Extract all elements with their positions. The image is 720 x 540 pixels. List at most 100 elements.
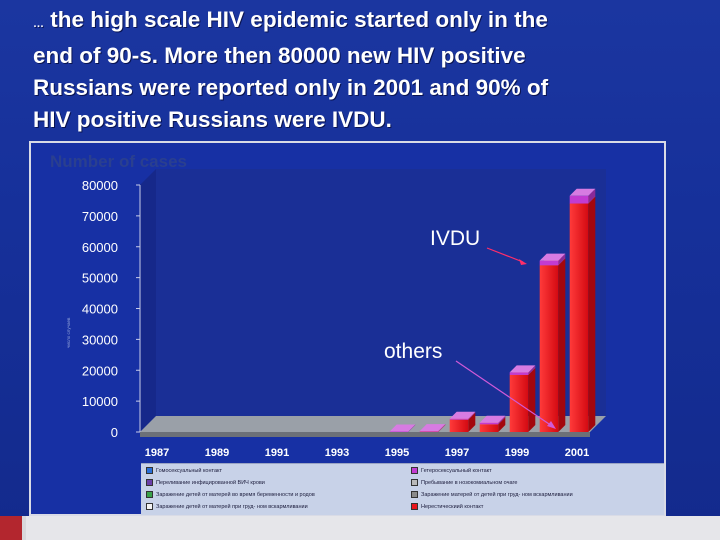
bar-side: [498, 417, 506, 432]
y-axis-label: число случаев: [66, 317, 71, 348]
bar-side: [558, 253, 566, 266]
annotations: IVDU others: [384, 227, 556, 429]
bar-top: [419, 424, 446, 432]
legend-swatch: [411, 503, 418, 510]
legend-swatch: [411, 491, 418, 498]
x-tick-label: 1989: [205, 447, 229, 459]
legend-label: Пребывание в нозокомиальном очаге: [421, 479, 518, 486]
bar: [479, 422, 499, 425]
legend-label: Заражение детей от матерей во время бере…: [156, 491, 315, 498]
legend-entry: Нерестическиий контакт: [411, 503, 483, 510]
y-tick-label: 50000: [82, 271, 118, 286]
legend-label: Заражение матерей от детей при груд- ном…: [421, 491, 573, 498]
legend-swatch: [146, 503, 153, 510]
legend-swatch: [146, 479, 153, 486]
y-tick-label: 70000: [82, 209, 118, 224]
bar-top: [479, 415, 506, 423]
bar: [569, 195, 589, 204]
y-tick-label: 0: [111, 425, 118, 440]
legend-swatch: [411, 479, 418, 486]
bar-side: [498, 415, 506, 425]
y-tick-label: 80000: [82, 178, 118, 193]
x-tick-label: 1997: [445, 447, 469, 459]
x-tick-label: 1999: [505, 447, 529, 459]
x-axis: 1987 1989 1991 1993 1995 1997 1999 2001: [145, 447, 589, 459]
headline-line-3: Russians were reported only in 2001 and …: [33, 75, 549, 100]
legend: Гомосексуальный контакт Гетеросексуальный…: [141, 463, 664, 515]
bar-top: [539, 253, 566, 261]
legend-swatch: [146, 491, 153, 498]
legend-entry: Переливание инфицированной ВИЧ крови: [146, 479, 265, 486]
annotation-ivdu-arrow: [486, 247, 524, 263]
bar: [479, 424, 499, 432]
bar: [539, 265, 559, 432]
bar-top: [389, 424, 416, 432]
legend-swatch: [411, 467, 418, 474]
bar-side: [528, 367, 536, 432]
y-tick-label: 60000: [82, 240, 118, 255]
legend-label: Заражение детей от матерей при груд- ном…: [156, 503, 308, 510]
bar-side: [438, 424, 446, 432]
y-tick-label: 30000: [82, 332, 118, 347]
plot-area: [140, 169, 606, 437]
bar-side: [468, 412, 476, 432]
plot-side-wall: [140, 169, 156, 432]
bars: [389, 188, 596, 432]
bar-top: [509, 365, 536, 373]
bar-side: [468, 411, 476, 420]
annotation-ivdu-label: IVDU: [430, 227, 480, 250]
y-tick-label: 20000: [82, 363, 118, 378]
headline-line-1-text: the high scale HIV epidemic started only…: [44, 7, 548, 32]
x-tick-label: 2001: [565, 447, 589, 459]
bar: [509, 372, 529, 375]
bar-side: [408, 424, 416, 432]
chart-title: Number of cases: [50, 152, 187, 171]
plot-floor: [140, 416, 606, 432]
y-tick-label: 10000: [82, 394, 118, 409]
x-tick-label: 1995: [385, 447, 409, 459]
annotation-others-arrowhead: [547, 421, 556, 429]
bar-side: [588, 196, 596, 432]
bar: [419, 431, 439, 432]
legend-entry: Заражение детей от матерей при груд- ном…: [146, 503, 308, 510]
legend-entry: Заражение детей от матерей во время бере…: [146, 491, 315, 498]
bar: [539, 260, 559, 266]
annotation-ivdu-arrowhead: [519, 259, 527, 265]
bar-top: [569, 188, 596, 196]
y-axis: 0 10000 20000 30000 40000 50000 60000 70000 8000…: [82, 178, 141, 440]
bar-side: [588, 188, 596, 204]
x-tick-label: 1987: [145, 447, 169, 459]
x-tick-label: 1993: [325, 447, 349, 459]
legend-entry: Заражение матерей от детей при груд- ном…: [411, 491, 573, 498]
headline: … the high scale HIV epidemic started on…: [33, 4, 703, 136]
footer-accent: [0, 516, 22, 540]
bar: [449, 419, 469, 432]
legend-entry: Пребывание в нозокомиальном очаге: [411, 479, 517, 486]
bar-side: [528, 365, 536, 375]
headline-line-2: end of 90-s. More then 80000 new HIV pos…: [33, 43, 526, 68]
bar: [569, 203, 589, 432]
legend-entry: Гомосексуальный контакт: [146, 467, 222, 474]
legend-label: Переливание инфицированной ВИЧ крови: [156, 479, 265, 486]
bar-side: [558, 258, 566, 432]
annotation-others-arrow: [455, 360, 553, 427]
plot-back-wall: [156, 169, 606, 416]
headline-prefix: …: [33, 18, 44, 30]
plot-floor-edge: [140, 432, 590, 437]
legend-label: Нерестическиий контакт: [421, 503, 484, 510]
footer-strip: [0, 516, 720, 540]
annotation-others-label: others: [384, 340, 442, 363]
headline-line-4: HIV positive Russians were IVDU.: [33, 107, 392, 132]
legend-label: Гетеросексуальный контакт: [421, 467, 492, 474]
y-tick-label: 40000: [82, 302, 118, 317]
footer-accent-divider: [22, 516, 26, 540]
bar-top: [449, 411, 476, 419]
legend-entry: Гетеросексуальный контакт: [411, 467, 492, 474]
headline-line-1: … the high scale HIV epidemic started on…: [33, 4, 703, 40]
bar: [449, 418, 469, 420]
bar-side: [438, 424, 446, 432]
x-tick-label: 1991: [265, 447, 289, 459]
legend-swatch: [146, 467, 153, 474]
legend-label: Гомосексуальный контакт: [156, 467, 223, 474]
